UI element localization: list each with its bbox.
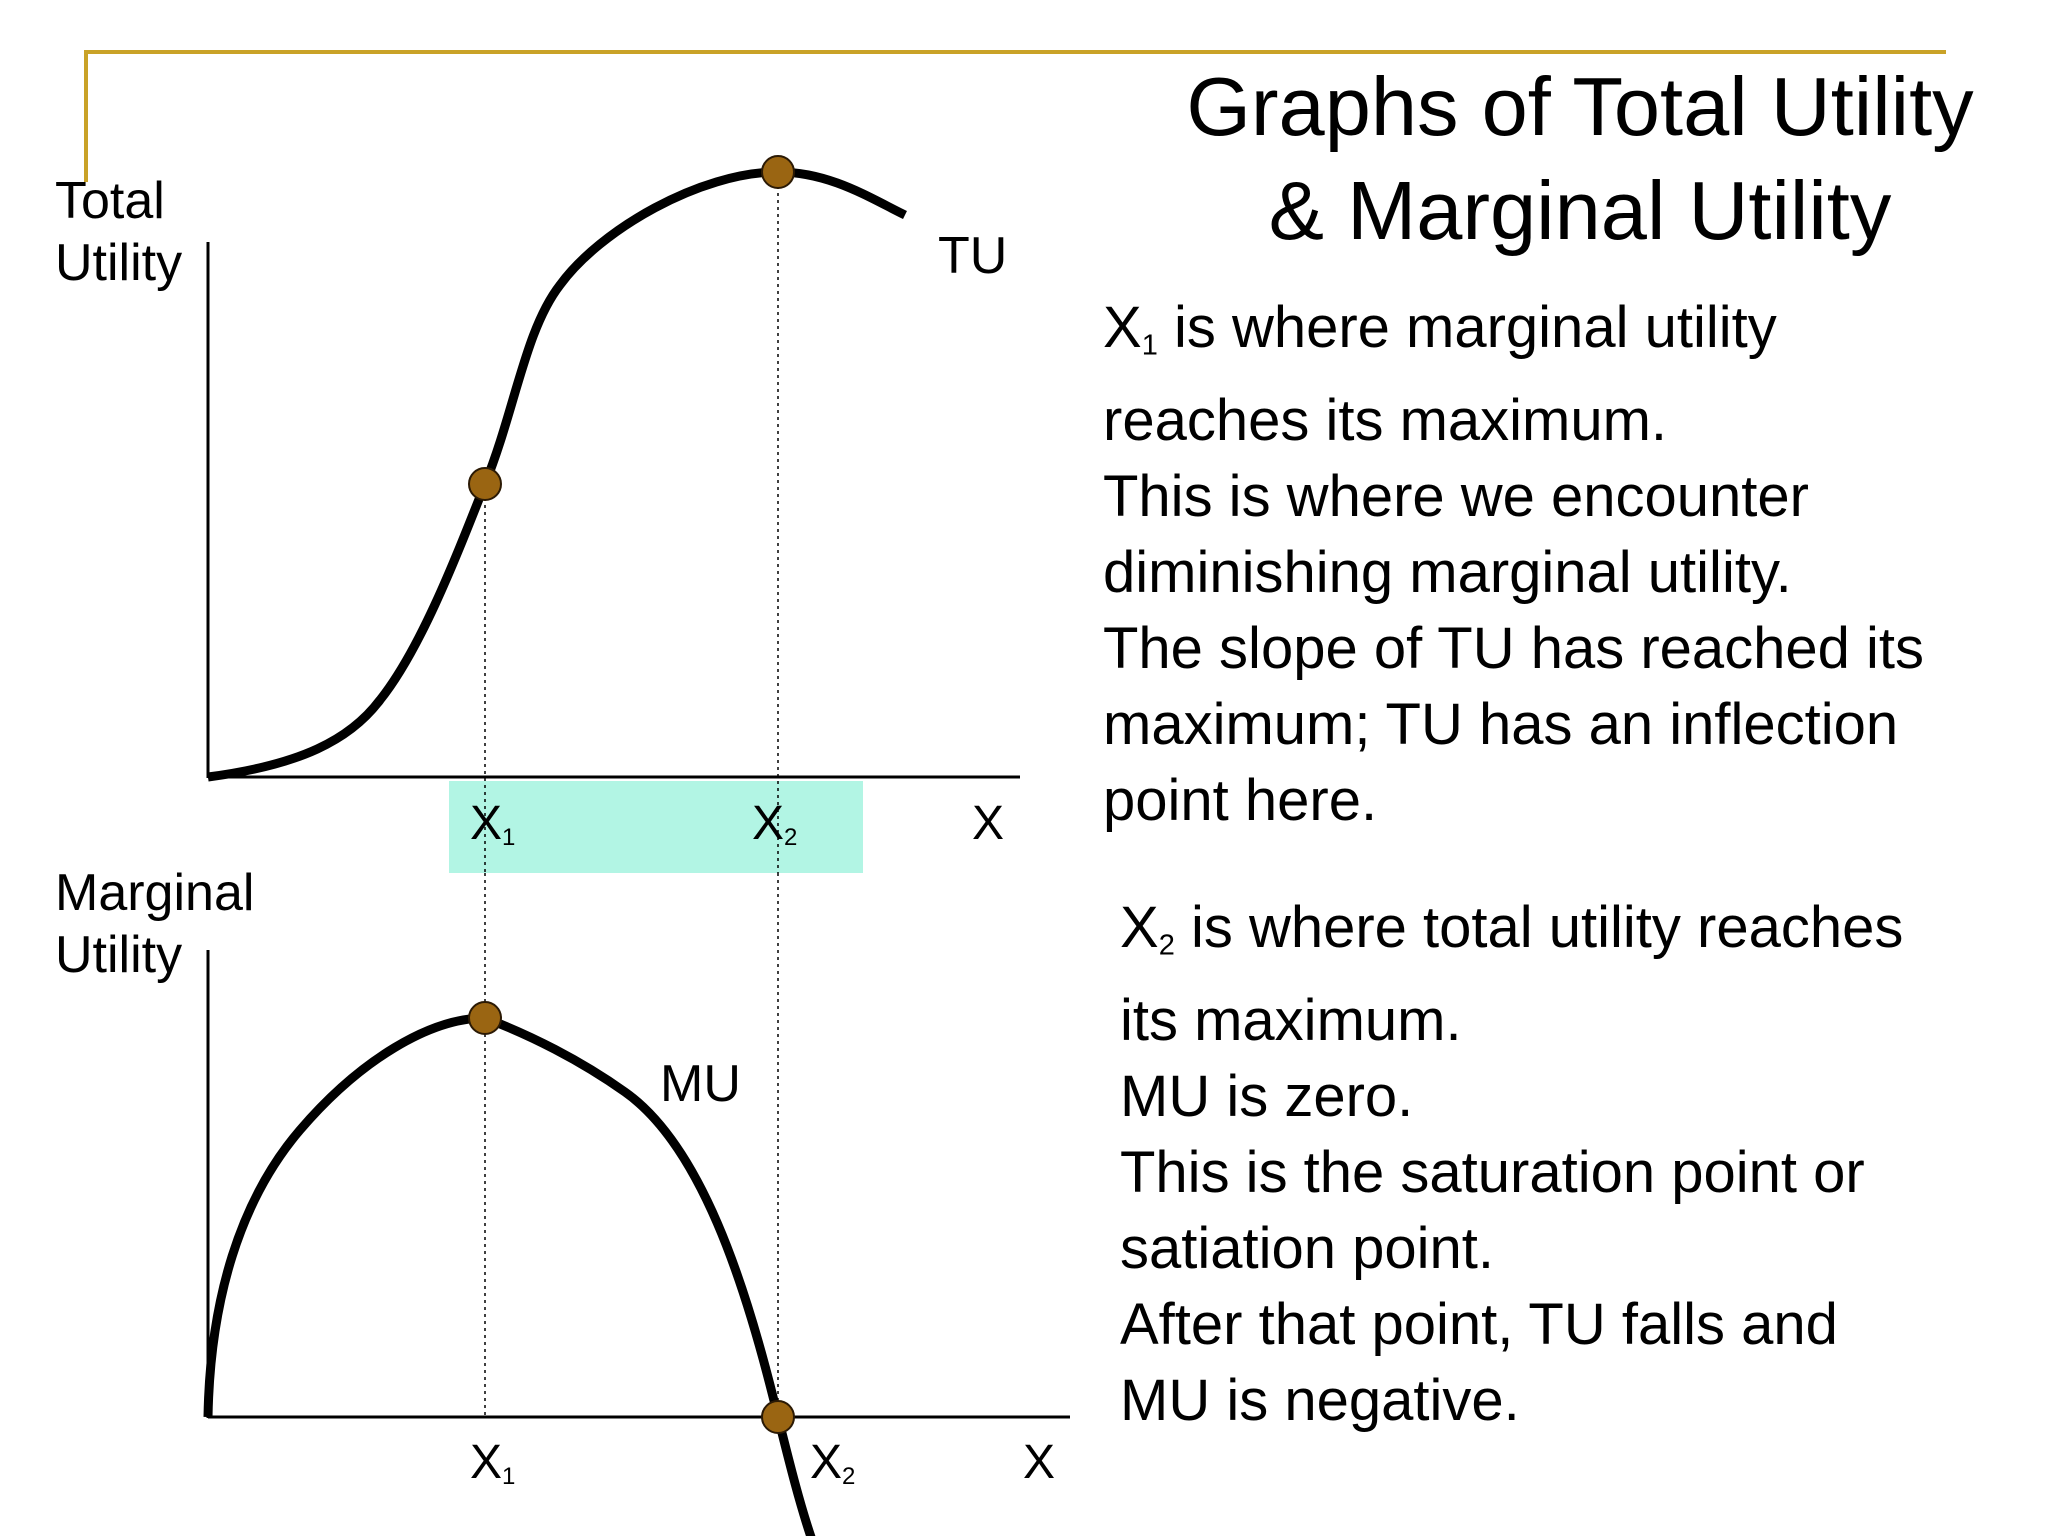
tu-maximum-marker: [761, 155, 795, 189]
top-tick-x2-subscript: 2: [784, 824, 798, 851]
explanation-x2: X2 is where total utility reaches its ma…: [1120, 890, 1903, 1439]
para2-line-2: its maximum.: [1120, 988, 1462, 1054]
x1-symbol: X: [1103, 295, 1142, 360]
para1-line-5: The slope of TU has reached its: [1103, 616, 1925, 682]
top-tick-x1: X1: [470, 793, 515, 869]
accent-line-horizontal: [84, 50, 1946, 54]
accent-line-vertical: [84, 50, 88, 182]
top-y-axis-label-line-1: Total: [55, 172, 165, 230]
para2-line-7: MU is negative.: [1120, 1368, 1520, 1434]
para1-line-7: point here.: [1103, 768, 1378, 834]
bottom-tick-x1-symbol: X: [470, 1436, 503, 1489]
bottom-tick-x1-subscript: 1: [502, 1463, 516, 1490]
bottom-x-axis-label: X: [1023, 1436, 1056, 1489]
para2-line-6: After that point, TU falls and: [1120, 1292, 1838, 1358]
bottom-tick-x1: X1: [470, 1432, 515, 1508]
explanation-x1: X1 is where marginal utility reaches its…: [1103, 290, 1924, 839]
para2-line-1-text: is where total utility reaches: [1174, 895, 1904, 960]
para1-line-3: This is where we encounter: [1103, 464, 1809, 530]
bottom-tick-x2-subscript: 2: [842, 1463, 856, 1490]
tu-curve-label: TU: [938, 227, 1008, 285]
bottom-tick-x2: X2: [810, 1432, 855, 1508]
x1-subscript: 1: [1141, 329, 1158, 362]
top-tick-x2-symbol: X: [752, 797, 785, 850]
top-x-axis-label: X: [972, 797, 1005, 850]
mu-zero-marker: [761, 1400, 795, 1434]
bottom-y-axis-label-line-1: Marginal: [55, 864, 255, 922]
para2-line-4: This is the saturation point or: [1120, 1140, 1865, 1206]
para1-line-2: reaches its maximum.: [1103, 388, 1668, 454]
title-line-1: Graphs of Total Utility: [1186, 60, 1974, 153]
slide-title: Graphs of Total Utility & Marginal Utili…: [1130, 55, 2030, 263]
tu-curve: [207, 167, 907, 782]
tu-inflection-marker: [468, 467, 502, 501]
bottom-tick-x2-symbol: X: [810, 1436, 843, 1489]
para1-line-1-text: is where marginal utility: [1157, 295, 1777, 360]
para2-line-3: MU is zero.: [1120, 1064, 1414, 1130]
x2-symbol: X: [1120, 895, 1159, 960]
para1-line-1: X1 is where marginal utility: [1103, 290, 1924, 383]
para2-line-5: satiation point.: [1120, 1216, 1495, 1282]
mu-maximum-marker: [468, 1001, 502, 1035]
para2-line-1: X2 is where total utility reaches: [1120, 890, 1903, 983]
title-line-2: & Marginal Utility: [1268, 164, 1892, 257]
x2-subscript: 2: [1158, 929, 1175, 962]
para1-line-4: diminishing marginal utility.: [1103, 540, 1792, 606]
top-y-axis-label-line-2: Utility: [55, 234, 183, 292]
top-tick-x1-symbol: X: [470, 797, 503, 850]
top-tick-x2: X2: [752, 793, 797, 869]
para1-line-6: maximum; TU has an inflection: [1103, 692, 1899, 758]
bottom-y-axis-label-line-2: Utility: [55, 926, 183, 984]
top-tick-x1-subscript: 1: [502, 824, 516, 851]
mu-curve-label: MU: [660, 1055, 741, 1113]
tick-highlight-band: [449, 781, 863, 873]
